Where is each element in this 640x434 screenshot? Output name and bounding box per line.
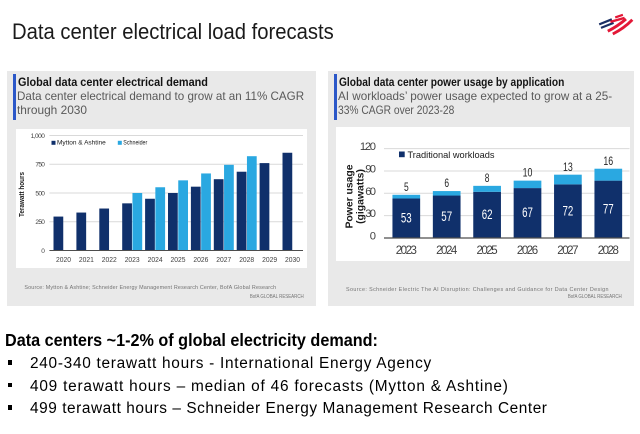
svg-text:250: 250 — [35, 219, 45, 226]
svg-text:77: 77 — [603, 201, 614, 216]
svg-text:5: 5 — [404, 179, 409, 193]
svg-text:0: 0 — [370, 230, 376, 242]
svg-text:90: 90 — [365, 163, 376, 175]
svg-text:10: 10 — [523, 165, 533, 179]
svg-text:13: 13 — [563, 159, 573, 173]
svg-text:6: 6 — [444, 176, 449, 190]
svg-text:16: 16 — [603, 153, 613, 167]
svg-text:1,000: 1,000 — [31, 132, 46, 139]
svg-text:Mytton & Ashtine: Mytton & Ashtine — [57, 139, 106, 146]
svg-text:Power usage: Power usage — [345, 164, 356, 228]
svg-text:Terawatt hours: Terawatt hours — [19, 171, 26, 216]
svg-text:8: 8 — [485, 170, 490, 184]
svg-text:500: 500 — [35, 190, 45, 197]
svg-text:2024: 2024 — [436, 245, 458, 257]
svg-text:57: 57 — [441, 208, 452, 223]
svg-text:67: 67 — [522, 205, 533, 220]
svg-text:2023: 2023 — [125, 254, 140, 263]
svg-text:2027: 2027 — [557, 245, 578, 257]
svg-text:60: 60 — [365, 185, 376, 197]
svg-text:30: 30 — [365, 208, 376, 220]
svg-text:2026: 2026 — [193, 254, 208, 263]
svg-text:Schneider: Schneider — [123, 139, 148, 146]
svg-text:2024: 2024 — [148, 254, 164, 263]
svg-text:(gigawatts): (gigawatts) — [356, 169, 367, 224]
svg-text:2021: 2021 — [79, 254, 94, 263]
svg-text:2025: 2025 — [171, 254, 186, 263]
svg-text:2027: 2027 — [216, 254, 231, 263]
svg-text:2028: 2028 — [239, 254, 254, 263]
svg-text:2020: 2020 — [56, 254, 71, 263]
svg-text:120: 120 — [360, 141, 376, 153]
svg-text:62: 62 — [482, 207, 493, 222]
svg-text:2026: 2026 — [517, 245, 538, 257]
svg-text:2025: 2025 — [477, 245, 498, 257]
svg-text:2023: 2023 — [396, 245, 417, 257]
svg-text:53: 53 — [401, 210, 412, 225]
svg-text:2028: 2028 — [598, 245, 619, 257]
svg-text:2030: 2030 — [285, 254, 300, 263]
svg-text:0: 0 — [41, 247, 45, 254]
svg-text:2029: 2029 — [262, 254, 277, 263]
svg-text:Traditional workloads: Traditional workloads — [408, 150, 495, 161]
svg-text:750: 750 — [35, 161, 45, 168]
svg-text:72: 72 — [563, 203, 574, 218]
svg-text:2022: 2022 — [102, 254, 117, 263]
